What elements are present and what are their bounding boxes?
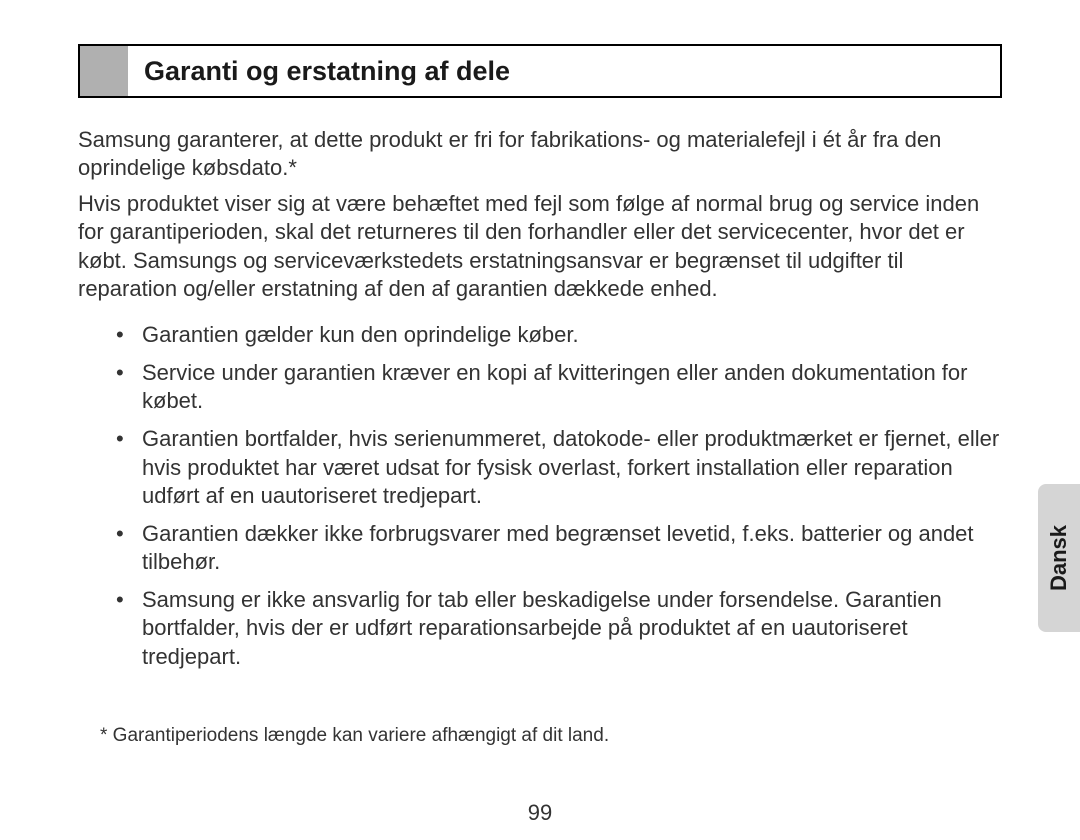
- footnote: * Garantiperiodens længde kan variere af…: [78, 725, 1002, 747]
- paragraph-1: Samsung garanterer, at dette produkt er …: [78, 126, 1002, 182]
- language-tab-label: Dansk: [1046, 525, 1072, 591]
- bullet-list: Garantien gælder kun den oprindelige køb…: [78, 321, 1002, 671]
- section-heading: Garanti og erstatning af dele: [128, 46, 510, 96]
- page-number: 99: [0, 800, 1080, 826]
- bullet-item: Garantien gælder kun den oprindelige køb…: [116, 321, 1002, 349]
- page-content: Garanti og erstatning af dele Samsung ga…: [78, 44, 1002, 747]
- paragraph-2: Hvis produktet viser sig at være behæfte…: [78, 190, 1002, 303]
- bullet-item: Service under garantien kræver en kopi a…: [116, 359, 1002, 415]
- section-heading-box: Garanti og erstatning af dele: [78, 44, 1002, 98]
- bullet-item: Garantien dækker ikke forbrugsvarer med …: [116, 520, 1002, 576]
- bullet-item: Samsung er ikke ansvarlig for tab eller …: [116, 586, 1002, 670]
- bullet-item: Garantien bortfalder, hvis serienummeret…: [116, 425, 1002, 509]
- language-tab: Dansk: [1038, 484, 1080, 632]
- heading-square: [80, 46, 128, 96]
